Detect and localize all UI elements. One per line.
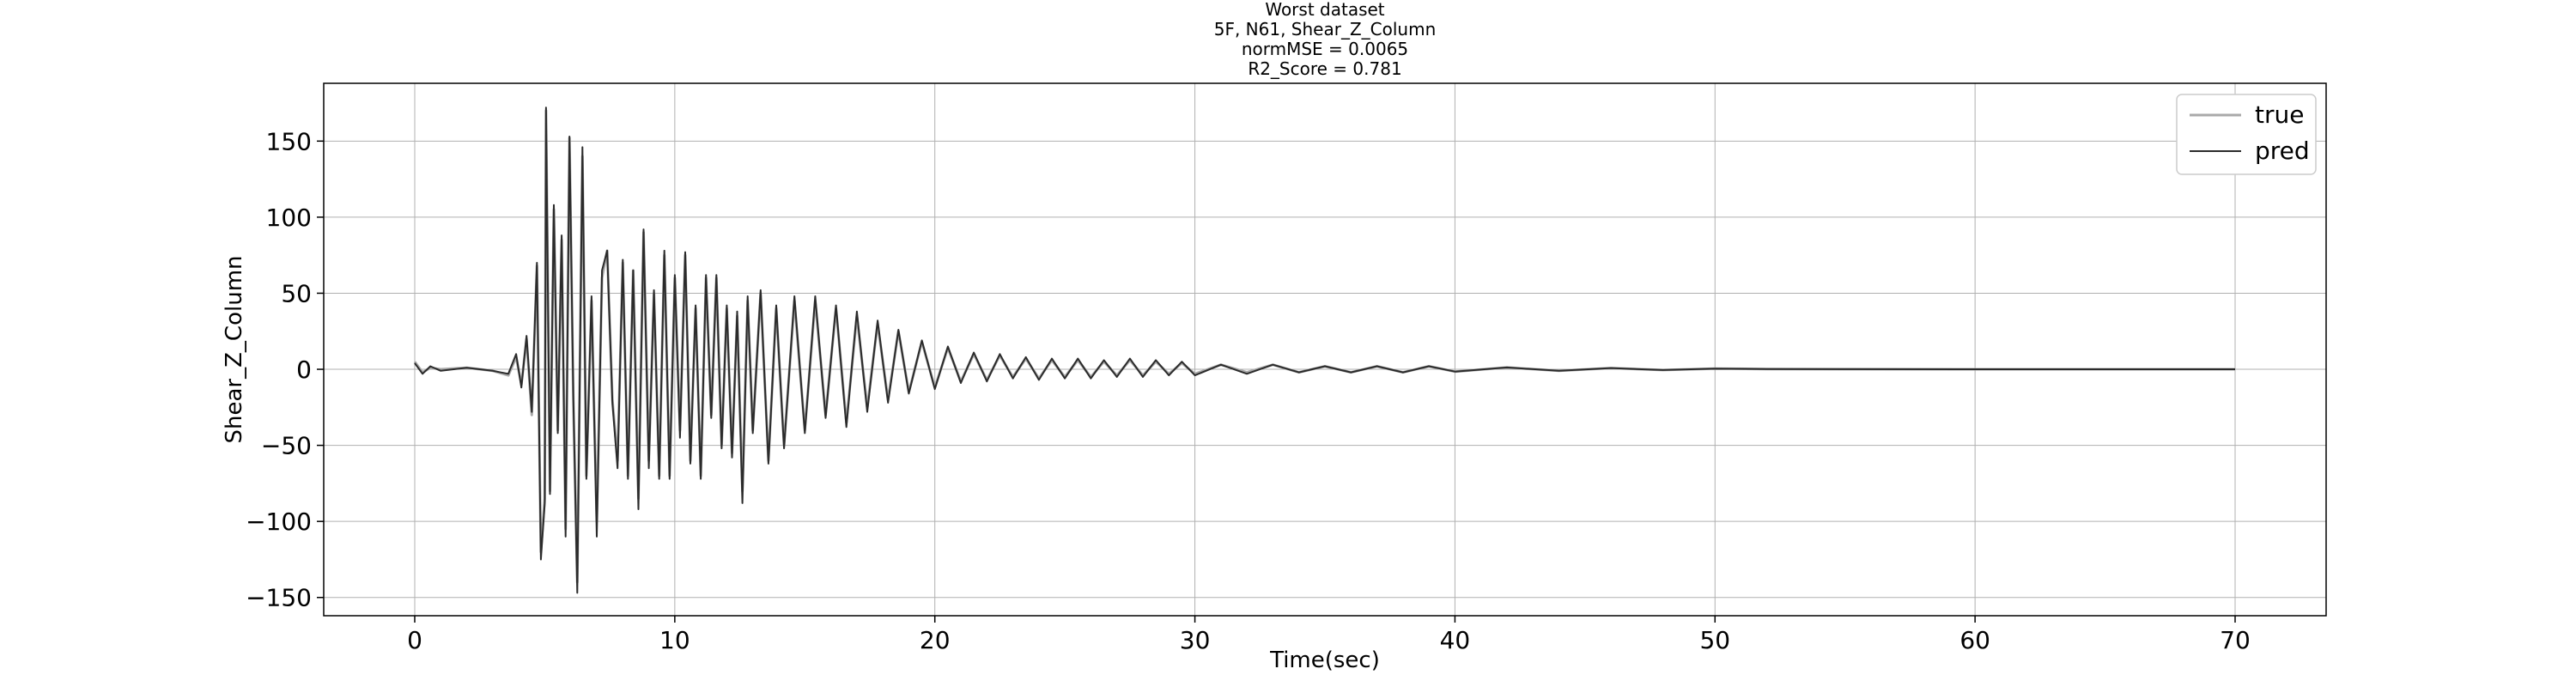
chart-title: Worst dataset 5F, N61, Shear_Z_Column no… bbox=[1214, 0, 1437, 79]
y-tick-label: 100 bbox=[266, 204, 312, 232]
x-tick-label: 70 bbox=[2220, 626, 2251, 654]
x-tick-label: 30 bbox=[1180, 626, 1211, 654]
y-tick-label: −150 bbox=[246, 584, 312, 612]
legend-label-true: true bbox=[2255, 100, 2304, 129]
y-tick-label: −100 bbox=[246, 508, 312, 536]
title-line-4: R2_Score = 0.781 bbox=[1248, 58, 1401, 79]
title-line-3: normMSE = 0.0065 bbox=[1242, 39, 1408, 59]
x-tick-label: 60 bbox=[1959, 626, 1990, 654]
x-tick-label: 0 bbox=[407, 626, 422, 654]
x-tick-label: 40 bbox=[1440, 626, 1471, 654]
y-tick-label: 0 bbox=[296, 356, 312, 384]
y-axis-label: Shear_Z_Column bbox=[222, 256, 247, 444]
plot-area bbox=[413, 106, 2235, 594]
y-tick-label: −50 bbox=[261, 432, 312, 460]
title-line-1: Worst dataset bbox=[1265, 0, 1384, 20]
legend: true pred bbox=[2176, 94, 2317, 175]
x-tick-label: 20 bbox=[920, 626, 951, 654]
plot-frame bbox=[323, 82, 2327, 617]
legend-label-pred: pred bbox=[2255, 137, 2310, 165]
y-tick-label: 150 bbox=[266, 127, 312, 155]
x-tick-label: 50 bbox=[1699, 626, 1730, 654]
title-line-2: 5F, N61, Shear_Z_Column bbox=[1214, 19, 1437, 40]
y-tick-label: 50 bbox=[281, 279, 312, 307]
series-line-pred bbox=[414, 106, 2235, 594]
axis-ticks: 0 10 20 30 40 50 60 70 −150 −100 −50 0 50 100 150 bbox=[246, 127, 2251, 654]
x-axis-label: Time(sec) bbox=[1269, 647, 1380, 673]
x-tick-label: 10 bbox=[659, 626, 690, 654]
